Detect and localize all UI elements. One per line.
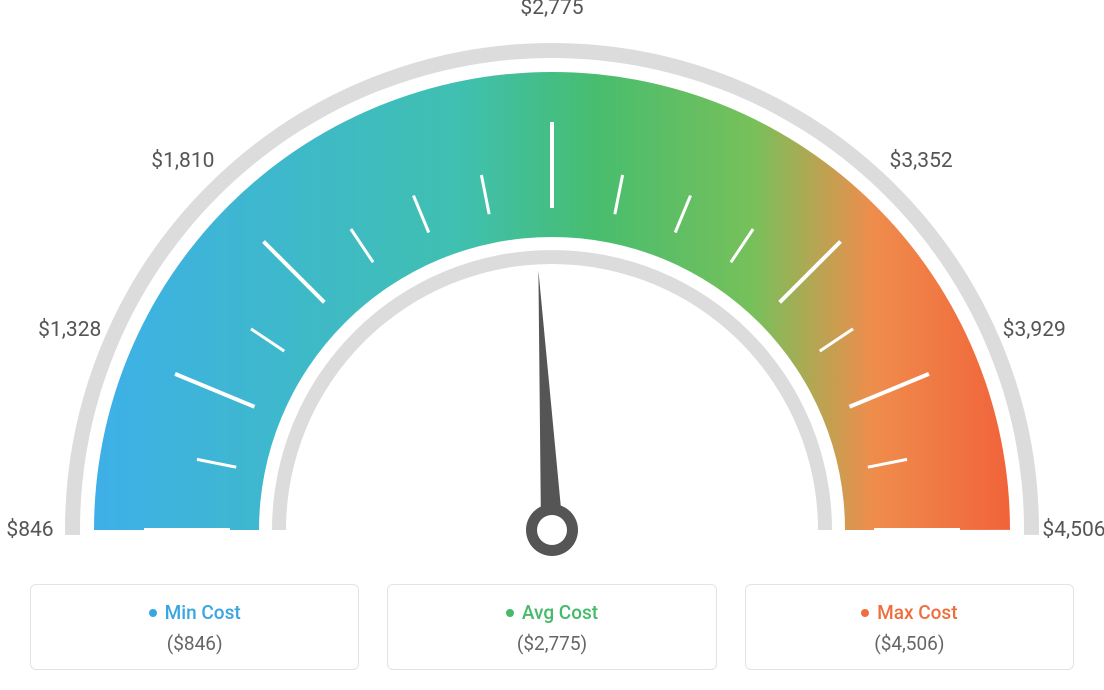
gauge-chart: $846 $1,328 $1,810 $2,775 $3,352 $3,929 $4,506: [0, 0, 1104, 560]
legend-dot-icon: [506, 609, 514, 617]
legend-title-text: Min Cost: [165, 601, 241, 624]
gauge-tick-label: $1,810: [151, 149, 214, 173]
legend-title: Avg Cost: [506, 601, 598, 624]
legend-card: Min Cost ($846): [30, 584, 359, 670]
legend-title: Min Cost: [149, 601, 241, 624]
gauge-tick-label: $846: [6, 518, 53, 542]
legend-card: Max Cost ($4,506): [745, 584, 1074, 670]
legend-title: Max Cost: [861, 601, 957, 624]
gauge-tick-label: $4,506: [1042, 518, 1104, 542]
legend-value: ($846): [31, 632, 358, 655]
legend-row: Min Cost ($846) Avg Cost ($2,775) Max Cost ($…: [0, 584, 1104, 670]
gauge-needle: [538, 270, 563, 530]
needle-hub-hole: [537, 515, 567, 545]
legend-dot-icon: [861, 609, 869, 617]
legend-value: ($4,506): [746, 632, 1073, 655]
legend-dot-icon: [149, 609, 157, 617]
gauge-tick-label: $3,929: [1003, 318, 1066, 342]
legend-card: Avg Cost ($2,775): [387, 584, 716, 670]
gauge-tick-label: $1,328: [38, 318, 101, 342]
legend-value: ($2,775): [388, 632, 715, 655]
gauge-tick-label: $3,352: [890, 149, 953, 173]
gauge-tick-label: $2,775: [520, 0, 583, 20]
legend-title-text: Avg Cost: [522, 601, 598, 624]
legend-title-text: Max Cost: [877, 601, 957, 624]
gauge-svg: [0, 0, 1104, 560]
